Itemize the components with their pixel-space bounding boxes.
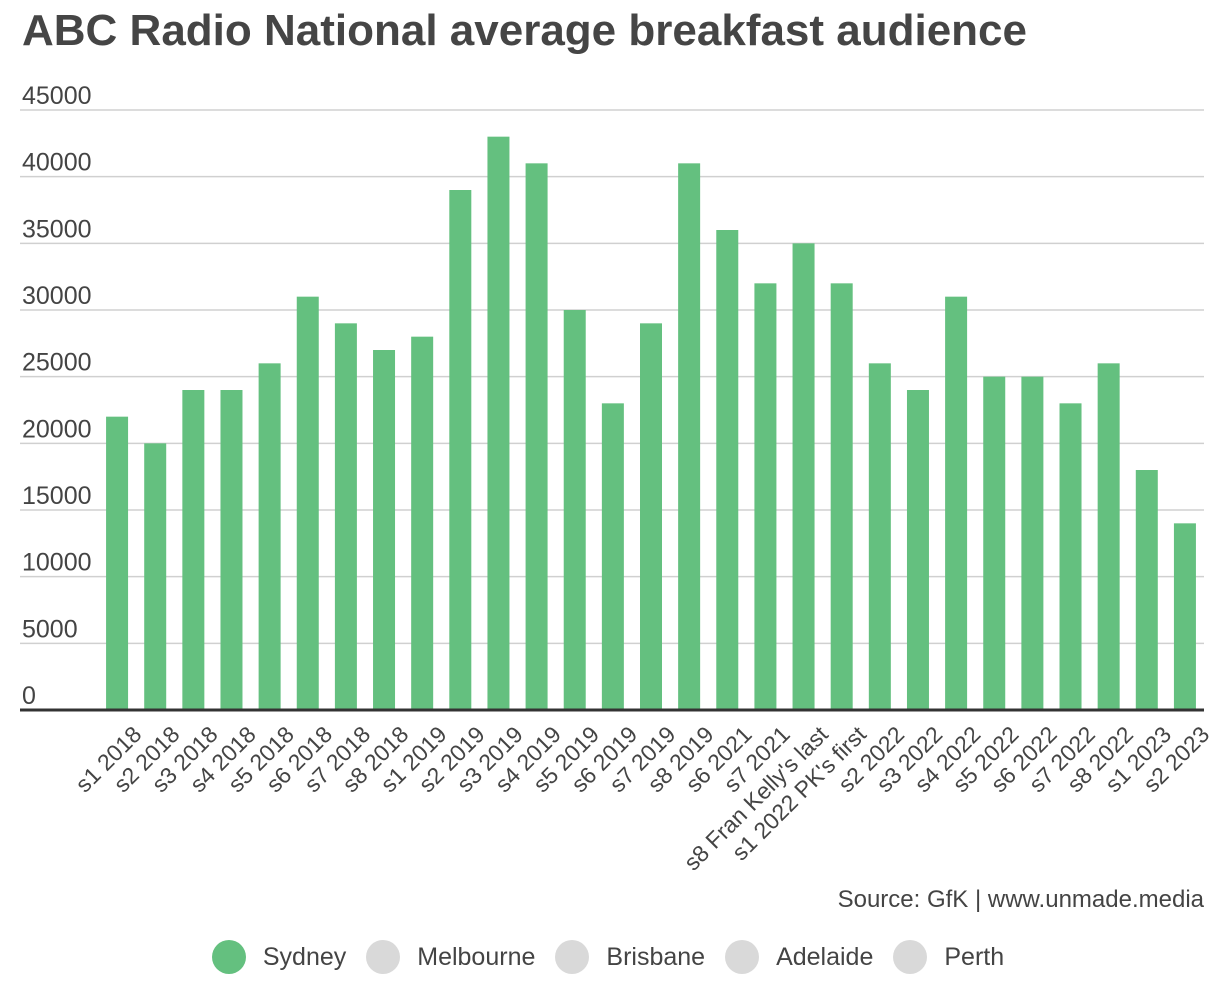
chart-title: ABC Radio National average breakfast aud… xyxy=(22,6,1027,55)
source-note: Source: GfK | www.unmade.media xyxy=(837,886,1204,913)
legend-swatch-icon xyxy=(555,940,590,974)
bar[interactable] xyxy=(563,310,586,710)
legend-swatch-icon xyxy=(893,940,928,974)
bar[interactable] xyxy=(945,296,968,710)
y-tick-label: 40000 xyxy=(22,149,92,177)
y-tick-label: 10000 xyxy=(22,549,92,577)
legend-item-brisbane[interactable]: Brisbane xyxy=(555,940,705,974)
bar[interactable] xyxy=(754,283,777,710)
bar[interactable] xyxy=(640,323,662,710)
legend-swatch-icon xyxy=(366,940,401,974)
legend-item-melbourne[interactable]: Melbourne xyxy=(366,940,535,974)
legend-label: Sydney xyxy=(262,942,347,971)
bar[interactable] xyxy=(411,336,434,710)
bar[interactable] xyxy=(1097,363,1120,710)
bar[interactable] xyxy=(678,163,701,711)
bar[interactable] xyxy=(1135,470,1158,710)
bar[interactable] xyxy=(220,390,243,710)
legend-label: Melbourne xyxy=(417,942,536,971)
bar[interactable] xyxy=(868,363,891,710)
bar[interactable] xyxy=(1021,376,1044,710)
bar[interactable] xyxy=(830,283,853,710)
bar[interactable] xyxy=(601,403,624,710)
bar[interactable] xyxy=(334,323,357,710)
y-tick-label: 15000 xyxy=(22,482,92,510)
bar[interactable] xyxy=(487,136,510,710)
y-tick-label: 30000 xyxy=(22,282,92,310)
bar-chart: 0 5000 10000 15000 20000 25000 30000 35000 40000… xyxy=(20,82,1214,875)
bar[interactable] xyxy=(906,390,929,710)
legend-label: Perth xyxy=(944,942,1005,971)
y-tick-label: 35000 xyxy=(22,215,92,243)
bar[interactable] xyxy=(449,190,472,710)
legend-item-sydney[interactable]: Sydney xyxy=(211,940,347,974)
legend-label: Adelaide xyxy=(776,942,874,971)
bar[interactable] xyxy=(296,296,319,710)
bar[interactable] xyxy=(144,443,167,710)
legend: Sydney Melbourne Brisbane Adelaide Perth xyxy=(0,940,1216,974)
y-tick-label: 45000 xyxy=(22,82,92,110)
y-tick-label: 5000 xyxy=(22,615,78,643)
bar[interactable] xyxy=(258,363,281,710)
bar[interactable] xyxy=(983,376,1006,710)
legend-label: Brisbane xyxy=(606,942,706,971)
bar[interactable] xyxy=(182,390,205,710)
bar[interactable] xyxy=(716,230,739,710)
y-tick-label: 25000 xyxy=(22,349,92,377)
legend-item-perth[interactable]: Perth xyxy=(893,940,1004,974)
bar[interactable] xyxy=(373,350,396,710)
legend-swatch-icon xyxy=(211,940,246,974)
bar[interactable] xyxy=(106,416,129,710)
legend-swatch-icon xyxy=(725,940,760,974)
bar[interactable] xyxy=(1059,403,1082,710)
y-tick-label: 20000 xyxy=(22,415,92,443)
bar[interactable] xyxy=(1173,523,1196,710)
bar[interactable] xyxy=(525,163,548,711)
legend-item-adelaide[interactable]: Adelaide xyxy=(725,940,873,974)
y-tick-label: 0 xyxy=(22,682,36,710)
bar[interactable] xyxy=(792,243,815,711)
